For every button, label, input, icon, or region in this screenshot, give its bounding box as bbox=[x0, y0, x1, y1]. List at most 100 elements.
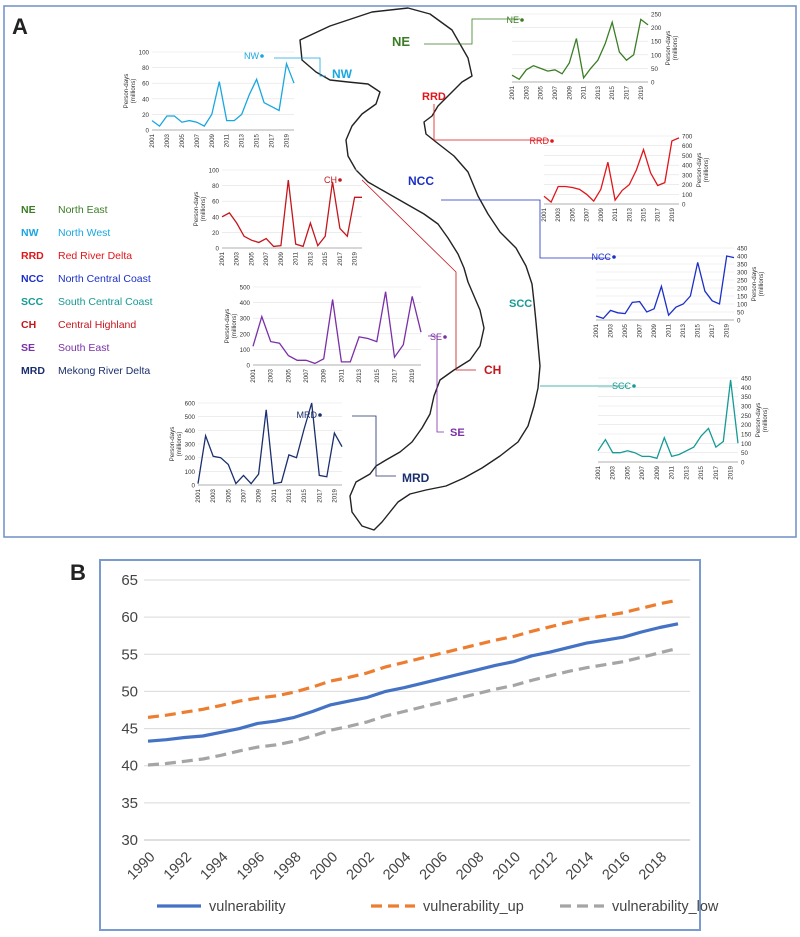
series-label-marker bbox=[632, 384, 636, 388]
x-tick-label: 2007 bbox=[240, 488, 247, 502]
x-tick-label: 2007 bbox=[552, 85, 559, 99]
y-tick-label: 150 bbox=[737, 294, 748, 301]
x-tick-label: 2005 bbox=[622, 323, 629, 337]
connector-mrd bbox=[352, 415, 396, 477]
legend-name: North West bbox=[58, 227, 110, 239]
x-tick-label: 2003 bbox=[610, 465, 617, 479]
x-tick-label: 2007 bbox=[303, 368, 310, 382]
series-line-nw bbox=[151, 61, 295, 128]
chart-scc: 0 50 100 150 200 250 300 350 400 450 2001 2003 2005 2… bbox=[595, 376, 769, 480]
y-tick-label: 0 bbox=[737, 318, 741, 325]
connector-se bbox=[428, 335, 444, 433]
x-tick-label: 2013 bbox=[595, 85, 602, 99]
series-line-vulnerability-low bbox=[147, 646, 679, 767]
x-tick-label: 2009 bbox=[321, 368, 328, 382]
x-tick-label: 2011 bbox=[581, 85, 588, 99]
x-tick-label: 2003 bbox=[210, 488, 217, 502]
map-region-label-nw: NW bbox=[332, 67, 353, 81]
y-tick-label: 0 bbox=[741, 460, 745, 467]
legend-name: Red River Delta bbox=[58, 250, 132, 262]
x-tick-label: 2003 bbox=[608, 323, 615, 337]
legend-code: NCC bbox=[21, 273, 44, 285]
x-tick-label: 2013 bbox=[307, 251, 314, 265]
x-tick-label: 2013 bbox=[680, 323, 687, 337]
legend-code: MRD bbox=[21, 365, 45, 377]
y-tick-label: 200 bbox=[737, 286, 748, 293]
y-tick-label: 150 bbox=[651, 39, 662, 46]
series-line-mrd bbox=[197, 402, 343, 485]
series-label-marker bbox=[520, 18, 524, 22]
x-tick-label: 2007 bbox=[584, 207, 591, 221]
x-tick-label: 2005 bbox=[225, 488, 232, 502]
x-tick-label: 2015 bbox=[301, 488, 308, 502]
series-label: NE bbox=[506, 15, 519, 25]
chart-rrd: 0 100 200 300 400 500 600 700 2001 2003 2005 2007 20… bbox=[530, 134, 711, 222]
x-tick-label: 2017 bbox=[709, 323, 716, 337]
x-tick-label: 2019 bbox=[331, 488, 338, 502]
y-axis-label: Person-days(millions) bbox=[193, 192, 207, 227]
x-tick-label: 2019 bbox=[409, 368, 416, 382]
y-tick-label: 100 bbox=[741, 441, 752, 448]
x-tick-label: 2015 bbox=[609, 85, 616, 99]
y-tick-label: 50 bbox=[741, 450, 748, 457]
x-tick-label: 2005 bbox=[569, 207, 576, 221]
legend-name: South Central Coast bbox=[58, 296, 153, 308]
x-tick-label: 2019 bbox=[669, 207, 676, 221]
x-tick-label: 2017 bbox=[624, 85, 631, 99]
y-tick-label: 0 bbox=[682, 202, 686, 209]
x-tick-label: 2005 bbox=[624, 465, 631, 479]
x-tick-label: 2007 bbox=[263, 251, 270, 265]
y-tick-label: 350 bbox=[741, 394, 752, 401]
x-tick-label: 2001 bbox=[541, 207, 548, 221]
x-tick-label: 2019 bbox=[352, 251, 359, 265]
y-tick-label: 400 bbox=[682, 163, 693, 170]
map-region-label-mrd: MRD bbox=[402, 471, 430, 485]
y-tick-label: 20 bbox=[212, 230, 219, 237]
x-tick-label: 2001 bbox=[250, 368, 257, 382]
vietnam-map bbox=[299, 7, 541, 531]
x-tick-label: 2001 bbox=[593, 323, 600, 337]
map-region-label-ne: NE bbox=[392, 34, 410, 49]
panel-a-label: A bbox=[12, 14, 28, 39]
x-tick-label: 2009 bbox=[651, 323, 658, 337]
y-tick-label: 100 bbox=[240, 347, 251, 354]
y-tick-label: 45 bbox=[121, 721, 138, 738]
x-tick-label: 2003 bbox=[523, 85, 530, 99]
x-tick-label: 2017 bbox=[337, 251, 344, 265]
series-line-se bbox=[252, 291, 422, 365]
x-tick-label: 2009 bbox=[256, 488, 263, 502]
series-label-marker bbox=[318, 413, 322, 417]
y-axis-label: Person-days(millions) bbox=[224, 309, 238, 344]
panel-b-label: B bbox=[70, 560, 86, 585]
y-axis-label: Person-days(millions) bbox=[696, 153, 710, 188]
y-tick-label: 150 bbox=[741, 432, 752, 439]
series-label-marker bbox=[338, 178, 342, 182]
y-tick-label: 100 bbox=[651, 52, 662, 59]
series-line-vulnerability-up bbox=[147, 598, 679, 719]
x-tick-label: 2011 bbox=[666, 323, 673, 337]
y-tick-label: 60 bbox=[121, 609, 138, 626]
map-region-label-ncc: NCC bbox=[408, 174, 434, 188]
x-tick-label: 2011 bbox=[612, 207, 619, 221]
y-tick-label: 300 bbox=[737, 270, 748, 277]
connector-ncc bbox=[441, 199, 610, 259]
legend-code: SCC bbox=[21, 296, 44, 308]
x-tick-label: 2015 bbox=[374, 368, 381, 382]
series-label: MRD bbox=[297, 410, 318, 420]
chart-ch: 0 20 40 60 80 100 2001 2003 2005 2007 2009 2011 2013… bbox=[193, 168, 362, 266]
x-tick-label: 2015 bbox=[698, 465, 705, 479]
panel-b-frame bbox=[99, 559, 701, 931]
x-tick-label: 2005 bbox=[179, 133, 186, 147]
y-tick-label: 100 bbox=[737, 302, 748, 309]
x-tick-label: 2013 bbox=[356, 368, 363, 382]
x-tick-label: 2007 bbox=[639, 465, 646, 479]
x-tick-label: 2011 bbox=[293, 251, 300, 265]
legend-code: NW bbox=[21, 227, 39, 239]
x-tick-label: 2003 bbox=[268, 368, 275, 382]
y-tick-label: 30 bbox=[121, 832, 138, 849]
x-tick-label: 2015 bbox=[322, 251, 329, 265]
y-tick-label: 400 bbox=[737, 254, 748, 261]
y-axis-label: Person-days(millions) bbox=[169, 427, 183, 462]
series-line-ncc bbox=[595, 255, 735, 320]
y-tick-label: 300 bbox=[240, 316, 251, 323]
